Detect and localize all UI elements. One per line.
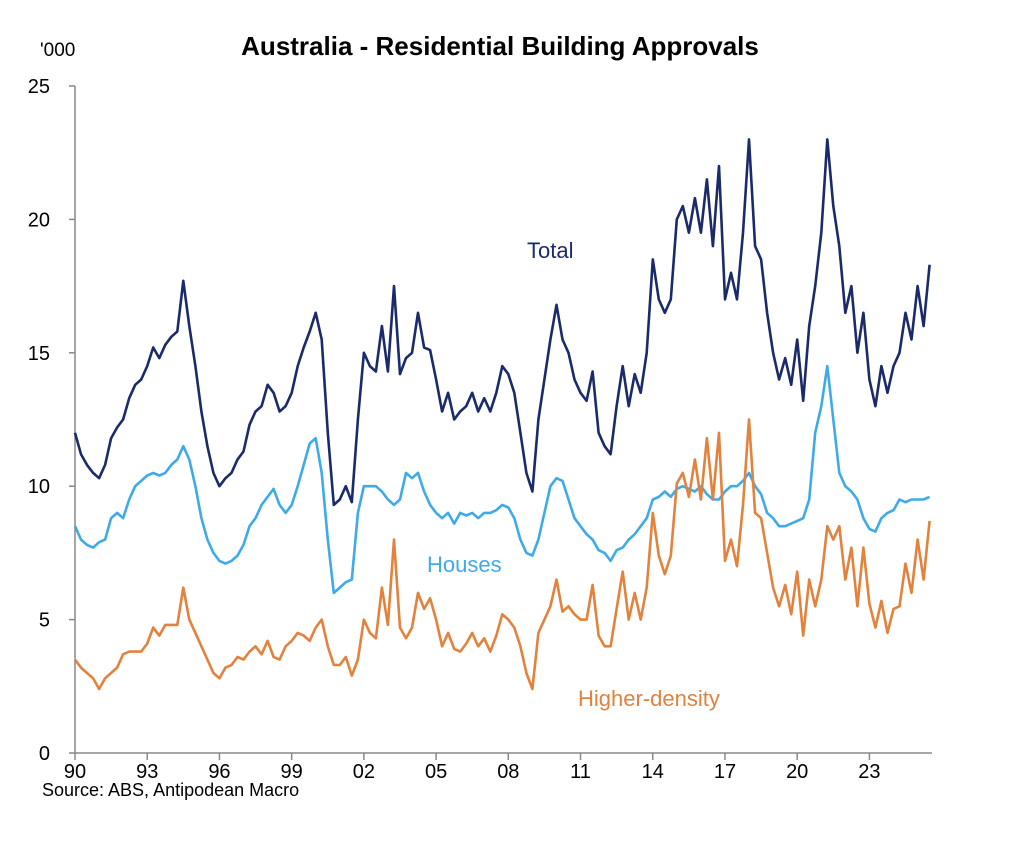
series-line-total [73, 138, 931, 507]
x-tick-label: 05 [425, 761, 447, 783]
x-tick-label: 96 [208, 761, 230, 783]
y-tick-label: 20 [28, 209, 50, 231]
series-label-higher-density: Higher-density [578, 686, 720, 711]
series-line-houses [73, 364, 931, 595]
series-label-total: Total [527, 238, 573, 263]
y-tick-label: 10 [28, 476, 50, 498]
x-tick-label: 93 [136, 761, 158, 783]
x-tick-label: 99 [281, 761, 303, 783]
y-tick-label: 15 [28, 343, 50, 365]
y-tick-label: 25 [28, 76, 50, 98]
x-tick-label: 23 [858, 761, 880, 783]
chart-title: Australia - Residential Building Approva… [241, 31, 759, 61]
y-tick-label: 0 [39, 743, 50, 765]
series-line-higher-density [73, 418, 931, 691]
y-axis-unit-label: '000 [40, 40, 75, 61]
x-tick-label: 17 [714, 761, 736, 783]
y-tick-label: 5 [39, 610, 50, 632]
x-tick-label: 08 [497, 761, 519, 783]
x-tick-label: 02 [353, 761, 375, 783]
x-axis: 90 93 96 99 02 05 08 11 14 17 20 23 [64, 753, 881, 783]
x-tick-label: 20 [786, 761, 808, 783]
x-tick-label: 11 [570, 761, 591, 783]
x-tick-label: 14 [642, 761, 664, 783]
y-axis: 0 5 10 15 20 25 [28, 76, 75, 765]
source-note: Source: ABS, Antipodean Macro [42, 780, 299, 800]
series-lines [73, 138, 931, 691]
x-tick-label: 90 [64, 761, 86, 783]
series-label-houses: Houses [427, 552, 502, 577]
